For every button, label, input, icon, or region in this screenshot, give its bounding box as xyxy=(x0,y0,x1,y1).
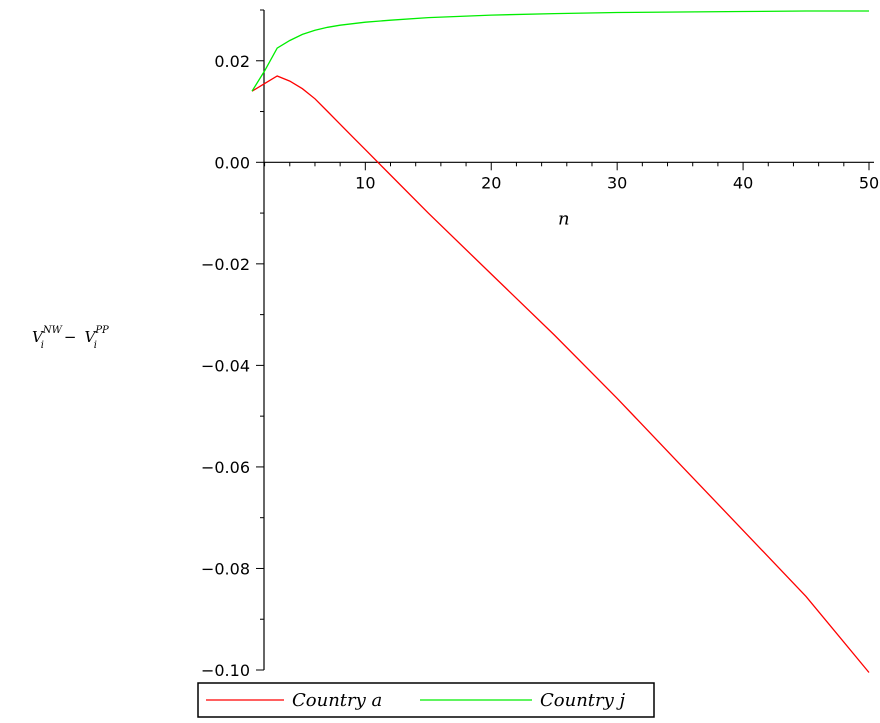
x-tick-label: 20 xyxy=(481,173,501,192)
series-line-country-a xyxy=(251,75,870,673)
y-axis-label: VNW i − VPP i xyxy=(32,325,109,351)
x-tick-label: 10 xyxy=(355,173,375,192)
ylabel-sup1: NW xyxy=(42,325,63,336)
series-group xyxy=(251,10,870,673)
ylabel-sub2: i xyxy=(94,340,97,351)
legend: Country a Country j xyxy=(197,682,655,718)
ylabel-sup2: PP xyxy=(94,325,109,336)
ylabel-v2: V xyxy=(84,328,97,346)
x-axis-label: n xyxy=(558,208,570,229)
ylabel-minus: − xyxy=(64,328,77,346)
ylabel-sub1: i xyxy=(41,340,44,351)
x-ticks: 10 20 30 40 50 xyxy=(264,162,879,192)
y-tick-label: −0.04 xyxy=(201,356,250,375)
y-tick-label: −0.08 xyxy=(201,559,250,578)
x-tick-label: 30 xyxy=(607,173,627,192)
series-line-country-j xyxy=(251,10,869,92)
y-tick-label: −0.10 xyxy=(201,661,250,680)
legend-label-country-a: Country a xyxy=(292,690,382,711)
y-tick-label: −0.02 xyxy=(201,255,250,274)
y-ticks: 0.02 0.00 −0.02 −0.04 −0.06 −0.08 −0.10 xyxy=(201,9,264,680)
y-tick-label: −0.06 xyxy=(201,458,250,477)
y-tick-label: 0.02 xyxy=(214,52,250,71)
x-tick-label: 50 xyxy=(859,173,879,192)
y-tick-label: 0.00 xyxy=(214,153,250,172)
legend-label-country-j: Country j xyxy=(540,690,626,711)
x-tick-label: 40 xyxy=(733,173,753,192)
ylabel-v1: V xyxy=(32,328,45,346)
